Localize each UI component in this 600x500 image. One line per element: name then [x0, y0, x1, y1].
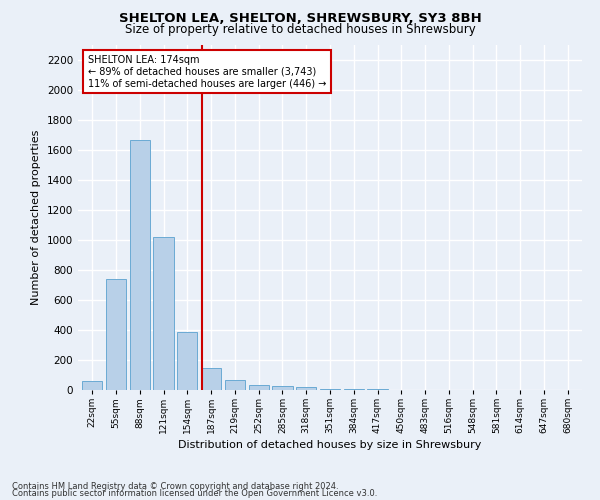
Bar — [177, 332, 197, 390]
Bar — [82, 381, 103, 390]
Text: Contains HM Land Registry data © Crown copyright and database right 2024.: Contains HM Land Registry data © Crown c… — [12, 482, 338, 491]
Text: SHELTON LEA: 174sqm
← 89% of detached houses are smaller (3,743)
11% of semi-det: SHELTON LEA: 174sqm ← 89% of detached ho… — [88, 56, 326, 88]
Y-axis label: Number of detached properties: Number of detached properties — [31, 130, 41, 305]
Bar — [344, 389, 364, 390]
Text: Contains public sector information licensed under the Open Government Licence v3: Contains public sector information licen… — [12, 489, 377, 498]
Bar — [320, 388, 340, 390]
Bar — [106, 279, 126, 390]
Bar — [272, 386, 293, 390]
Bar — [367, 389, 388, 390]
Bar — [248, 385, 269, 390]
Bar — [154, 237, 173, 390]
Text: Size of property relative to detached houses in Shrewsbury: Size of property relative to detached ho… — [125, 22, 475, 36]
Text: SHELTON LEA, SHELTON, SHREWSBURY, SY3 8BH: SHELTON LEA, SHELTON, SHREWSBURY, SY3 8B… — [119, 12, 481, 26]
Bar — [225, 380, 245, 390]
Bar — [201, 368, 221, 390]
Bar — [296, 388, 316, 390]
X-axis label: Distribution of detached houses by size in Shrewsbury: Distribution of detached houses by size … — [178, 440, 482, 450]
Bar — [130, 140, 150, 390]
